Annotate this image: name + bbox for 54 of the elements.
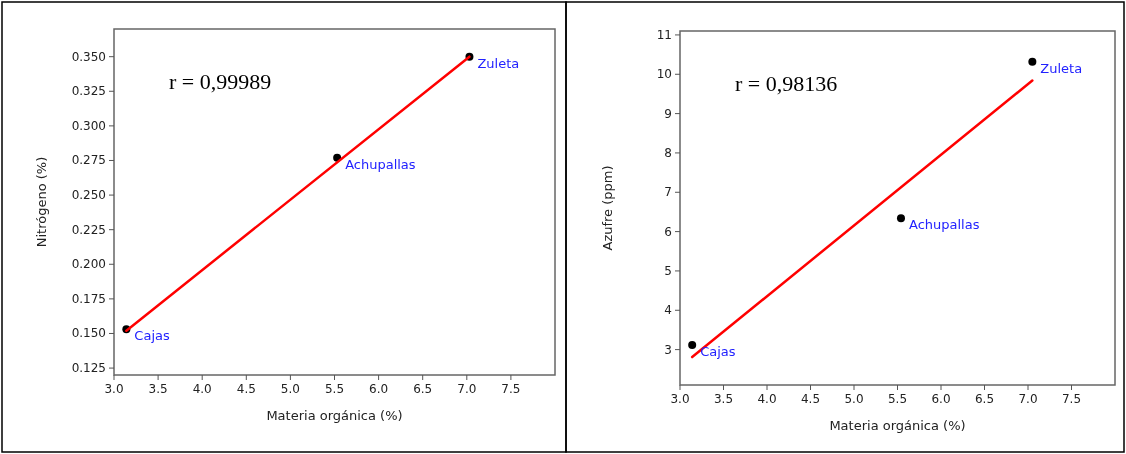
- y-tick-label: 10: [656, 67, 672, 82]
- annotation: Cajas: [134, 328, 170, 344]
- annotation: Zuleta: [477, 55, 520, 71]
- x-tick-label: 5.5: [887, 392, 908, 406]
- x-tick-label: 3.0: [670, 392, 690, 406]
- annotation: Achupallas: [345, 156, 416, 172]
- annotation: r = 0,98136: [735, 71, 838, 96]
- x-tick-label: 5.0: [280, 382, 300, 396]
- point: [1028, 57, 1037, 66]
- x-tick-label: 5.5: [324, 382, 345, 396]
- x-tick-label: 4.5: [236, 382, 256, 396]
- y-tick-label: 11: [656, 27, 672, 42]
- x-tick-label: 4.5: [800, 392, 821, 406]
- y-axis-title: Nitrógeno (%): [34, 156, 49, 248]
- x-tick-label: 6.5: [974, 392, 995, 406]
- y-tick-label: 0.350: [71, 49, 106, 64]
- x-axis-title: Materia orgánica (%): [829, 418, 966, 433]
- y-tick-label: 0.275: [71, 153, 106, 168]
- point: [896, 214, 905, 223]
- y-tick-label: 3: [664, 342, 672, 357]
- annotation: Cajas: [700, 343, 736, 359]
- x-tick-label: 7.0: [1018, 392, 1038, 406]
- y-tick-label: 7: [664, 185, 672, 200]
- x-tick-label: 6.0: [369, 382, 389, 396]
- x-tick-label: 7.5: [501, 382, 521, 396]
- y-tick-label: 8: [664, 145, 672, 160]
- y-tick-label: 0.325: [71, 84, 106, 99]
- annotation: r = 0,99989: [169, 69, 272, 94]
- y-tick-label: 9: [664, 106, 672, 121]
- x-tick-label: 3.0: [104, 382, 124, 396]
- x-axis-title: Materia orgánica (%): [266, 408, 403, 423]
- y-tick-label: 4: [664, 303, 672, 318]
- y-tick-label: 0.250: [71, 188, 106, 203]
- y-tick-label: 0.175: [71, 291, 106, 306]
- point: [688, 340, 697, 349]
- x-tick-label: 4.0: [757, 392, 777, 406]
- y-tick-label: 0.200: [71, 257, 106, 272]
- annotation: Zuleta: [1040, 60, 1083, 76]
- annotation: Achupallas: [908, 217, 980, 233]
- y-tick-label: 0.225: [71, 222, 106, 237]
- y-axis-title: Azufre (ppm): [600, 165, 615, 251]
- y-tick-label: 0.300: [71, 118, 106, 133]
- y-tick-label: 0.125: [71, 361, 106, 376]
- x-tick-label: 7.5: [1061, 392, 1082, 406]
- y-tick-label: 0.150: [71, 326, 106, 341]
- x-tick-label: 7.0: [457, 382, 477, 396]
- x-tick-label: 4.0: [192, 382, 212, 396]
- x-tick-label: 5.0: [844, 392, 864, 406]
- y-tick-label: 5: [664, 263, 672, 278]
- x-tick-label: 3.5: [713, 392, 734, 406]
- y-tick-label: 6: [664, 224, 672, 239]
- x-tick-label: 6.5: [413, 382, 433, 396]
- x-tick-label: 6.0: [931, 392, 951, 406]
- x-tick-label: 3.5: [148, 382, 168, 396]
